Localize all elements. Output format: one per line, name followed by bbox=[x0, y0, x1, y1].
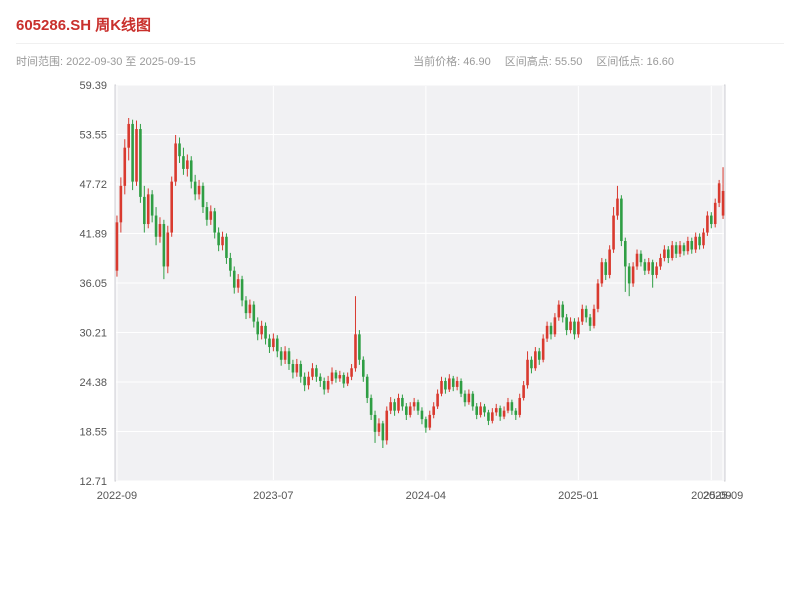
range-high-label: 区间高点: 55.50 bbox=[504, 56, 583, 68]
svg-text:2022-09: 2022-09 bbox=[97, 490, 137, 502]
svg-text:12.71: 12.71 bbox=[79, 476, 107, 488]
svg-text:24.38: 24.38 bbox=[79, 377, 107, 389]
chart-header: 605286.SH 周K线图 时间范围: 2022-09-30 至 2025-0… bbox=[0, 0, 800, 69]
svg-text:47.72: 47.72 bbox=[79, 179, 107, 191]
svg-text:2025-09: 2025-09 bbox=[691, 490, 731, 502]
subtitle-row: 时间范围: 2022-09-30 至 2025-09-15 当前价格: 46.9… bbox=[16, 53, 784, 69]
svg-text:2024-04: 2024-04 bbox=[406, 490, 446, 502]
range-low-label: 区间低点: 16.60 bbox=[596, 56, 674, 68]
svg-text:36.05: 36.05 bbox=[79, 278, 107, 290]
page-title: 605286.SH 周K线图 bbox=[16, 14, 784, 44]
svg-text:2025-01: 2025-01 bbox=[558, 490, 598, 502]
svg-text:18.55: 18.55 bbox=[79, 426, 107, 438]
svg-text:53.55: 53.55 bbox=[79, 130, 107, 142]
kline-chart: 12.71 18.55 24.38 30.21 36.05 41.89 47.72 53.55… bbox=[79, 80, 743, 502]
chart-area: 12.71 18.55 24.38 30.21 36.05 41.89 47.72 53.55… bbox=[0, 73, 800, 548]
svg-text:2025-09: 2025-09 bbox=[703, 490, 743, 502]
svg-text:41.89: 41.89 bbox=[79, 228, 107, 240]
stats-group: 当前价格: 46.90 区间高点: 55.50 区间低点: 16.60 bbox=[413, 53, 674, 69]
current-price-label: 当前价格: 46.90 bbox=[413, 56, 491, 68]
time-range-label: 时间范围: 2022-09-30 至 2025-09-15 bbox=[16, 56, 196, 68]
svg-text:30.21: 30.21 bbox=[79, 328, 107, 340]
svg-text:59.39: 59.39 bbox=[79, 80, 107, 92]
svg-text:2023-07: 2023-07 bbox=[253, 490, 293, 502]
